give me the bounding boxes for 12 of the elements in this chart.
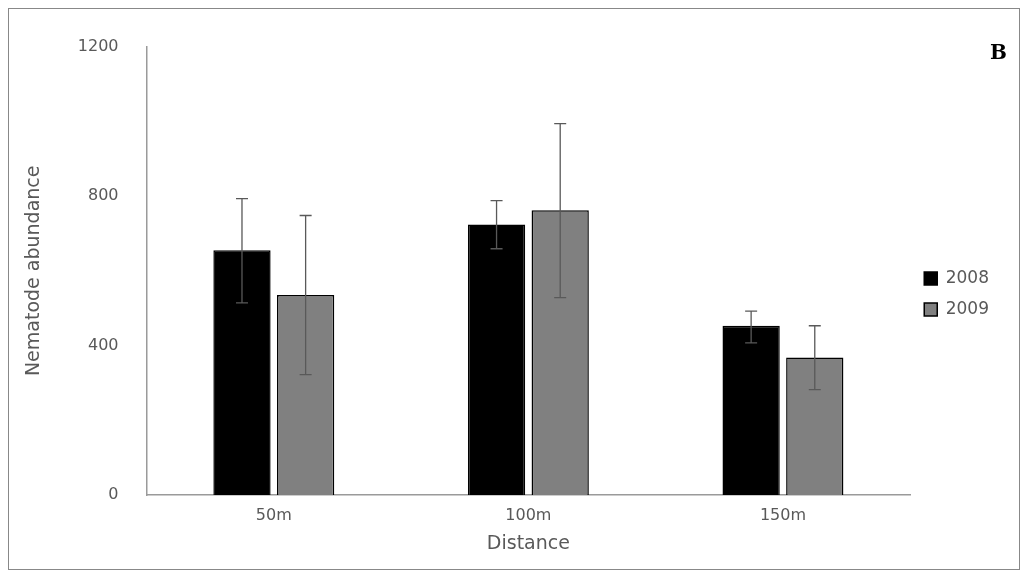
- x-tick-label: 50m: [255, 504, 292, 524]
- x-tick-label: 100m: [505, 504, 552, 524]
- legend-label: 2008: [945, 266, 989, 287]
- y-tick-label: 400: [87, 334, 119, 354]
- text: B: [990, 40, 1007, 64]
- x-tick-label: 150m: [759, 504, 807, 524]
- y-tick-label: 1200: [77, 35, 119, 55]
- y-axis-title: Nematode abundance: [21, 165, 44, 377]
- x-axis-title: Distance: [486, 530, 570, 553]
- y-tick-label: 0: [108, 484, 119, 504]
- legend-label: 2009: [945, 297, 989, 318]
- y-tick-label: 800: [87, 185, 119, 205]
